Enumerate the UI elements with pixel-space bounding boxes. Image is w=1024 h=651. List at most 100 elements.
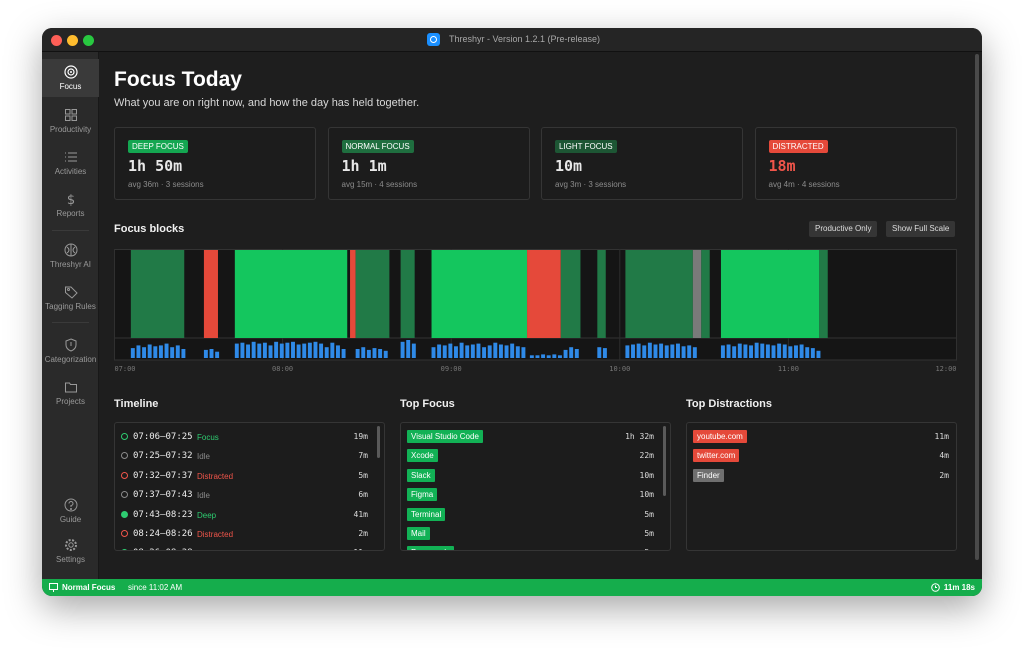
zoom-button[interactable] [83, 35, 94, 46]
card-detail: avg 4m · 4 sessions [768, 180, 840, 189]
card-value: 10m [555, 157, 583, 175]
app-duration: 4m [939, 451, 949, 461]
activity-bar [431, 347, 436, 358]
status-icon [49, 583, 58, 592]
nav-item[interactable]: Threshyr AI [42, 243, 99, 269]
activity-bar [810, 348, 815, 358]
status-state: Normal Focus [62, 583, 116, 592]
activity-bar [760, 343, 765, 358]
activity-bar [209, 349, 214, 358]
sidebar: Focus Productivity Activities $ Reports T… [42, 52, 99, 579]
activity-bar [279, 343, 284, 358]
timeline-row: 07:06–07:25 Focus 19m [115, 429, 384, 445]
scale-button[interactable]: Show Full Scale [886, 221, 956, 237]
activity-bar [400, 341, 405, 358]
divider [52, 322, 89, 323]
minimize-button[interactable] [67, 35, 78, 46]
activity-bar [158, 345, 163, 358]
activity-bar [574, 349, 579, 358]
activity-bar [771, 345, 776, 358]
card-value: 18m [768, 157, 796, 175]
x-tick-label: 08:00 [272, 365, 293, 373]
timeline-time: 07:25–07:32 [133, 451, 193, 462]
nav-item[interactable]: Categorization [42, 338, 99, 364]
app-window: Threshyr - Version 1.2.1 (Pre-release) F… [42, 28, 982, 596]
nav-label: Productivity [49, 125, 92, 134]
activity-bar [670, 344, 675, 358]
filter-button[interactable]: Productive Only [809, 221, 878, 237]
nav-item[interactable]: Guide [42, 498, 99, 524]
activity-bar [743, 344, 748, 358]
app-chip: Figma [407, 488, 438, 502]
x-tick-label: 09:00 [441, 365, 462, 373]
nav-label: Focus [59, 82, 82, 91]
timeline-dot [121, 491, 128, 499]
close-button[interactable] [51, 35, 62, 46]
activity-bar [720, 345, 725, 358]
timeline-label: Idle [197, 452, 210, 462]
activity-bar [355, 349, 360, 358]
app-chip: Terminal [407, 507, 446, 521]
activity-bar [291, 341, 295, 358]
activity-bar [510, 343, 515, 358]
app-duration: 1h 32m [625, 432, 654, 441]
activity-bar [529, 355, 534, 358]
activity-bar [330, 342, 335, 358]
distraction-row: Finder 2m [687, 468, 956, 484]
page-title: Focus Today [114, 68, 242, 91]
activity-bar [476, 343, 481, 358]
activity-bar [240, 342, 245, 358]
focus-block [203, 250, 218, 338]
activity-bar [361, 347, 366, 358]
activity-bar [636, 343, 641, 358]
activity-bar [366, 349, 371, 358]
activity-bar [234, 343, 239, 358]
activity-bar [541, 354, 546, 358]
activity-bar [664, 345, 669, 358]
app-chip: Slack [407, 468, 435, 482]
activity-bar [302, 343, 307, 358]
activity-bar [268, 345, 273, 358]
app-chip: twitter.com [693, 449, 740, 463]
card-detail: avg 15m · 4 sessions [341, 180, 418, 189]
activity-bar [676, 343, 680, 358]
activity-bar [257, 343, 262, 358]
nav-item[interactable]: Productivity [42, 108, 99, 134]
nav-item[interactable]: Focus [42, 59, 99, 97]
focus-block [597, 250, 606, 338]
focus-row: Terminal 5m [401, 507, 670, 523]
timeline-duration: 41m [353, 509, 368, 519]
focus-block [431, 250, 528, 338]
scrollbar[interactable] [377, 426, 380, 458]
window-title: Threshyr - Version 1.2.1 (Pre-release) [449, 34, 601, 44]
distraction-row: youtube.com 11m [687, 429, 956, 445]
timeline-time: 07:37–07:43 [133, 490, 193, 501]
timeline-label: Focus [197, 433, 219, 442]
card-badge: DEEP FOCUS [128, 140, 188, 153]
activity-bar [692, 347, 697, 358]
status-since: since 11:02 AM [128, 583, 183, 592]
nav-item[interactable]: Activities [42, 150, 99, 176]
focus-block [692, 250, 702, 338]
nav-item[interactable]: Tagging Rules [42, 285, 99, 311]
summary-card: DISTRACTED 18m avg 4m · 4 sessions [754, 127, 957, 200]
page-subtitle: What you are on right now, and how the d… [114, 97, 420, 109]
nav-item[interactable]: Projects [42, 380, 99, 406]
timeline-duration: 19m [353, 432, 368, 441]
nav-item[interactable]: $ Reports [42, 192, 99, 218]
section-title: Timeline [114, 398, 159, 410]
timeline-label: Focus [197, 549, 219, 550]
activity-bar [552, 354, 557, 358]
activity-bar [335, 345, 340, 358]
activity-bar [341, 349, 346, 358]
scrollbar[interactable] [663, 426, 666, 496]
focus-block [560, 250, 581, 338]
focus-row: Slack 10m [401, 468, 670, 484]
main-scrollbar[interactable] [975, 54, 979, 560]
activity-bar [378, 349, 383, 358]
activity-bar [659, 343, 664, 358]
nav-item[interactable]: Settings [42, 538, 99, 564]
activity-bar [515, 346, 520, 358]
timeline-row: 08:24–08:26 Distracted 2m [115, 526, 384, 542]
